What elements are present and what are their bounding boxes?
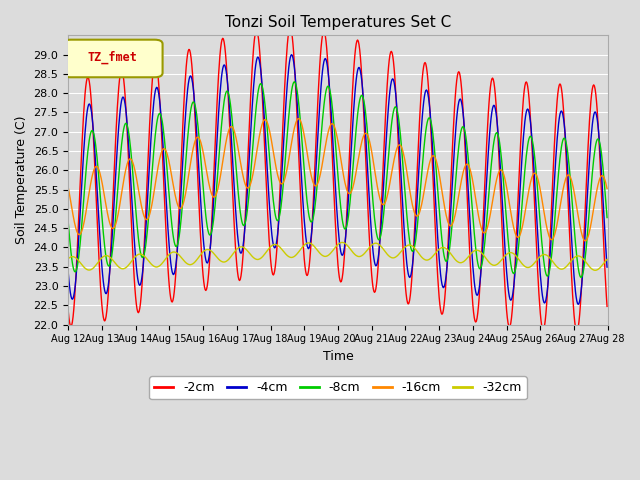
-4cm bbox=[575, 301, 582, 307]
-2cm bbox=[274, 236, 282, 241]
-4cm bbox=[274, 232, 282, 238]
Line: -4cm: -4cm bbox=[68, 55, 607, 304]
Line: -16cm: -16cm bbox=[68, 119, 607, 241]
-8cm bbox=[394, 110, 401, 116]
-8cm bbox=[127, 154, 135, 159]
-16cm bbox=[604, 186, 611, 192]
-4cm bbox=[253, 55, 261, 61]
-16cm bbox=[394, 144, 401, 150]
-8cm bbox=[577, 275, 585, 280]
Title: Tonzi Soil Temperatures Set C: Tonzi Soil Temperatures Set C bbox=[225, 15, 451, 30]
-16cm bbox=[424, 168, 432, 173]
Line: -32cm: -32cm bbox=[68, 242, 607, 270]
-16cm bbox=[295, 116, 303, 121]
-4cm bbox=[604, 264, 611, 270]
-8cm bbox=[64, 218, 72, 224]
-8cm bbox=[253, 96, 261, 101]
-32cm bbox=[394, 252, 401, 258]
-4cm bbox=[424, 91, 432, 96]
-2cm bbox=[394, 127, 401, 132]
Y-axis label: Soil Temperature (C): Soil Temperature (C) bbox=[15, 116, 28, 244]
-32cm bbox=[64, 256, 72, 262]
-32cm bbox=[604, 256, 611, 262]
-32cm bbox=[424, 257, 432, 263]
-32cm bbox=[591, 267, 599, 273]
-32cm bbox=[253, 257, 261, 263]
-4cm bbox=[127, 188, 135, 194]
-4cm bbox=[288, 52, 296, 58]
-32cm bbox=[227, 254, 234, 260]
-4cm bbox=[394, 115, 401, 121]
Line: -8cm: -8cm bbox=[68, 82, 607, 277]
-16cm bbox=[127, 156, 135, 162]
-16cm bbox=[64, 184, 72, 190]
-16cm bbox=[253, 146, 261, 152]
-2cm bbox=[573, 328, 580, 334]
-32cm bbox=[339, 240, 346, 245]
-16cm bbox=[227, 124, 234, 130]
-4cm bbox=[227, 120, 234, 125]
-2cm bbox=[227, 141, 234, 146]
-8cm bbox=[604, 215, 611, 220]
-2cm bbox=[424, 77, 432, 83]
-32cm bbox=[274, 242, 282, 248]
-16cm bbox=[581, 238, 589, 244]
-2cm bbox=[253, 28, 261, 34]
X-axis label: Time: Time bbox=[323, 350, 353, 363]
-32cm bbox=[127, 259, 135, 264]
-8cm bbox=[291, 79, 298, 84]
-2cm bbox=[286, 25, 294, 31]
-8cm bbox=[424, 117, 432, 123]
-2cm bbox=[604, 303, 611, 309]
FancyBboxPatch shape bbox=[63, 40, 163, 77]
-4cm bbox=[64, 269, 72, 275]
Line: -2cm: -2cm bbox=[68, 28, 607, 331]
-16cm bbox=[274, 171, 282, 177]
Text: TZ_fmet: TZ_fmet bbox=[88, 51, 138, 64]
-8cm bbox=[274, 218, 282, 224]
-8cm bbox=[227, 102, 234, 108]
-2cm bbox=[127, 220, 135, 226]
-2cm bbox=[64, 307, 72, 313]
Legend: -2cm, -4cm, -8cm, -16cm, -32cm: -2cm, -4cm, -8cm, -16cm, -32cm bbox=[149, 376, 527, 399]
